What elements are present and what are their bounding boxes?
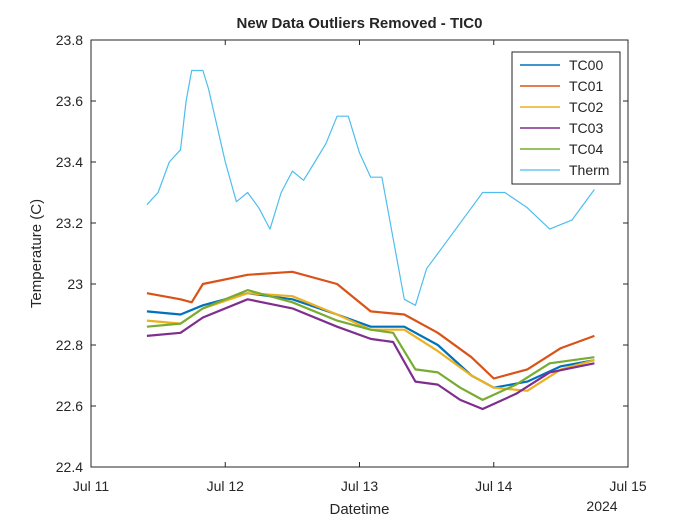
series-line-tc03 xyxy=(146,298,595,411)
x-tick-label: Jul 11 xyxy=(73,478,110,494)
y-tick-label: 23.6 xyxy=(56,93,83,109)
x-tick-label: Jul 15 xyxy=(609,478,647,494)
legend-label-tc00: TC00 xyxy=(569,57,603,73)
series-line-tc02 xyxy=(146,292,595,392)
series-line-therm xyxy=(146,69,595,306)
x-tick-label: Jul 14 xyxy=(475,478,513,494)
legend-label-tc04: TC04 xyxy=(569,141,603,157)
x-axis: Jul 11 Jul 12 Jul 13 Jul 14 Jul 15 xyxy=(73,40,647,494)
y-tick-label: 22.6 xyxy=(56,398,83,414)
legend-box xyxy=(511,51,621,185)
series-line-tc00 xyxy=(146,292,595,389)
legend-label-tc03: TC03 xyxy=(569,120,603,136)
y-tick-label: 23.4 xyxy=(56,154,83,170)
legend-label-therm: Therm xyxy=(569,162,609,178)
x-tick-label: Jul 12 xyxy=(207,478,245,494)
y-tick-label: 22.4 xyxy=(56,459,83,475)
y-tick-label: 23 xyxy=(67,276,83,292)
x-axis-label: Datetime xyxy=(329,501,389,518)
series-line-tc01 xyxy=(146,270,595,380)
x-tick-label: Jul 13 xyxy=(341,478,379,494)
chart-title: New Data Outliers Removed - TIC0 xyxy=(237,15,483,32)
y-axis: 22.4 22.6 22.8 23 23.2 23.4 23.6 23.8 xyxy=(56,32,628,475)
legend-label-tc02: TC02 xyxy=(569,99,603,115)
series-layer xyxy=(146,69,595,411)
y-tick-label: 23.8 xyxy=(56,32,83,48)
series-line-tc04 xyxy=(146,289,595,401)
legend: TC00 TC01 TC02 TC03 TC04 Therm xyxy=(511,51,621,185)
y-axis-label: Temperature (C) xyxy=(28,199,45,308)
y-tick-label: 23.2 xyxy=(56,215,83,231)
year-label: 2024 xyxy=(586,498,617,514)
legend-label-tc01: TC01 xyxy=(569,78,603,94)
y-tick-label: 22.8 xyxy=(56,337,83,353)
